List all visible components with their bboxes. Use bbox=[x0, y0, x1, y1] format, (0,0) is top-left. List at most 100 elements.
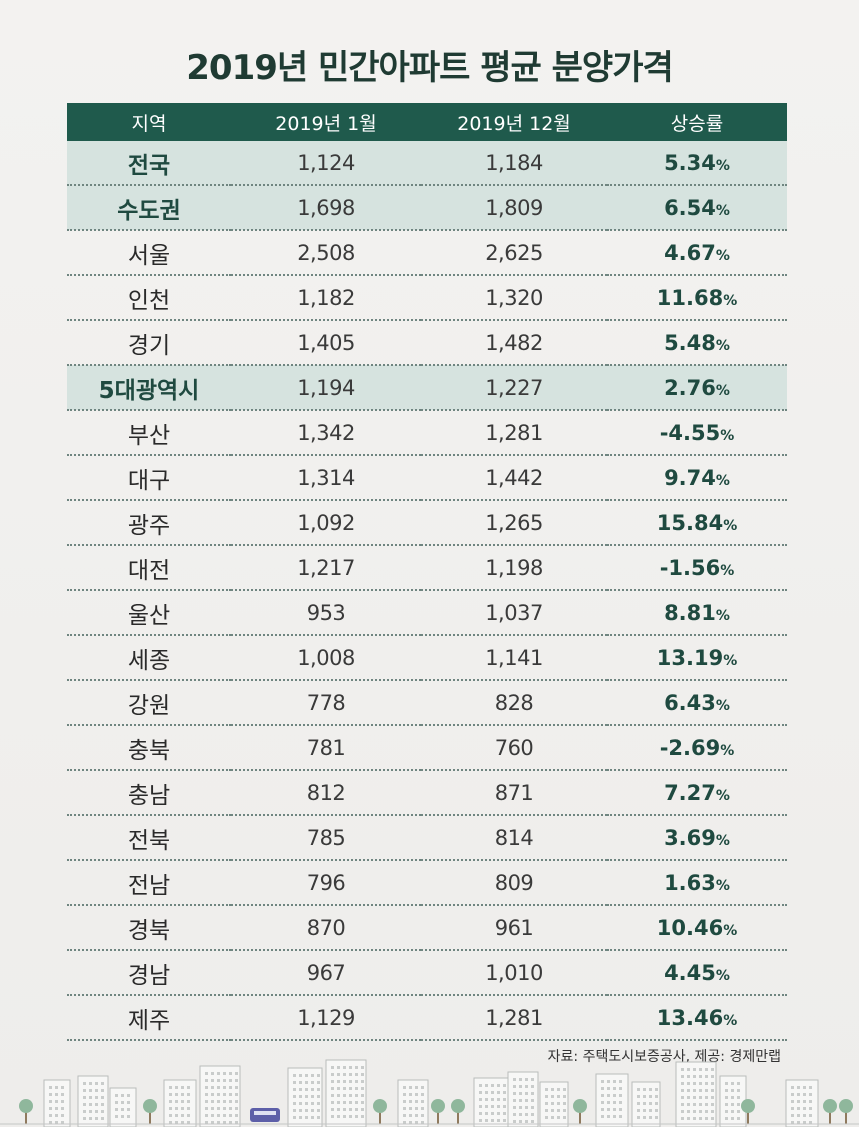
dec-price-cell: 1,198 bbox=[421, 545, 607, 591]
rate-value: 3.69 bbox=[664, 825, 716, 850]
region-cell: 광주 bbox=[67, 500, 231, 546]
jan-price-cell: 1,092 bbox=[231, 500, 421, 546]
dec-price-cell: 1,482 bbox=[421, 320, 607, 366]
dec-price-cell: 1,281 bbox=[421, 410, 607, 456]
table-row: 수도권 1,698 1,809 6.54% bbox=[67, 185, 787, 231]
rate-cell: 1.63% bbox=[607, 860, 787, 906]
rate-value: 13.19 bbox=[656, 645, 724, 670]
rate-value: 7.27 bbox=[664, 780, 716, 805]
rate-value: 5.48 bbox=[664, 330, 716, 355]
table-body: 전국 1,124 1,184 5.34% 수도권 1,698 1,809 6.54% 서울 2,5… bbox=[67, 141, 787, 1041]
tree-icon bbox=[437, 1110, 439, 1124]
tree-icon bbox=[149, 1110, 151, 1124]
dec-price-cell: 871 bbox=[421, 770, 607, 816]
percent-unit: % bbox=[715, 247, 730, 264]
table-row: 전남 796 809 1.63% bbox=[67, 860, 787, 906]
dec-price-cell: 1,184 bbox=[421, 141, 607, 186]
table-row: 전북 785 814 3.69% bbox=[67, 815, 787, 861]
jan-price-cell: 1,314 bbox=[231, 455, 421, 501]
percent-unit: % bbox=[715, 877, 730, 894]
percent-unit: % bbox=[715, 607, 730, 624]
dec-price-cell: 1,010 bbox=[421, 950, 607, 996]
tree-icon bbox=[457, 1110, 459, 1124]
jan-price-cell: 781 bbox=[231, 725, 421, 771]
table-row: 경남 967 1,010 4.45% bbox=[67, 950, 787, 996]
rate-value: 2.76 bbox=[664, 375, 716, 400]
rate-cell: 10.46% bbox=[607, 905, 787, 951]
dec-price-cell: 1,265 bbox=[421, 500, 607, 546]
region-cell: 전국 bbox=[67, 141, 231, 186]
jan-price-cell: 1,182 bbox=[231, 275, 421, 321]
table-row: 5대광역시 1,194 1,227 2.76% bbox=[67, 365, 787, 411]
region-cell: 대전 bbox=[67, 545, 231, 591]
table-header: 지역 2019년 1월 2019년 12월 상승률 bbox=[67, 103, 787, 141]
jan-price-cell: 1,194 bbox=[231, 365, 421, 411]
rate-cell: 9.74% bbox=[607, 455, 787, 501]
rate-value: 6.54 bbox=[664, 195, 716, 220]
page-title: 2019년 민간아파트 평균 분양가격 bbox=[186, 48, 674, 88]
rate-cell: -1.56% bbox=[607, 545, 787, 591]
jan-price-cell: 796 bbox=[231, 860, 421, 906]
rate-value: 1.63 bbox=[664, 870, 716, 895]
table-row: 세종 1,008 1,141 13.19% bbox=[67, 635, 787, 681]
rate-cell: 6.43% bbox=[607, 680, 787, 726]
table-row: 경북 870 961 10.46% bbox=[67, 905, 787, 951]
rate-cell: 5.34% bbox=[607, 141, 787, 186]
jan-price-cell: 870 bbox=[231, 905, 421, 951]
percent-unit: % bbox=[715, 832, 730, 849]
dec-price-cell: 1,281 bbox=[421, 995, 607, 1041]
jan-price-cell: 953 bbox=[231, 590, 421, 636]
tree-icon bbox=[579, 1110, 581, 1124]
rate-cell: 3.69% bbox=[607, 815, 787, 861]
percent-unit: % bbox=[715, 337, 730, 354]
percent-unit: % bbox=[723, 1012, 738, 1029]
rate-value: 13.46 bbox=[656, 1005, 724, 1030]
jan-price-cell: 812 bbox=[231, 770, 421, 816]
rate-cell: 13.19% bbox=[607, 635, 787, 681]
percent-unit: % bbox=[715, 382, 730, 399]
table-row: 제주 1,129 1,281 13.46% bbox=[67, 995, 787, 1041]
percent-unit: % bbox=[723, 652, 738, 669]
dec-price-cell: 828 bbox=[421, 680, 607, 726]
building-icon bbox=[199, 1065, 241, 1127]
rate-value: 10.46 bbox=[656, 915, 724, 940]
table-row: 전국 1,124 1,184 5.34% bbox=[67, 141, 787, 186]
rate-value: 5.34 bbox=[664, 150, 716, 175]
rate-value: 9.74 bbox=[664, 465, 716, 490]
dec-price-cell: 1,809 bbox=[421, 185, 607, 231]
tree-icon bbox=[829, 1110, 831, 1124]
table-row: 부산 1,342 1,281 -4.55% bbox=[67, 410, 787, 456]
rate-value: -4.55 bbox=[659, 420, 721, 445]
table-row: 충북 781 760 -2.69% bbox=[67, 725, 787, 771]
jan-price-cell: 1,124 bbox=[231, 141, 421, 186]
table-row: 대전 1,217 1,198 -1.56% bbox=[67, 545, 787, 591]
rate-cell: 6.54% bbox=[607, 185, 787, 231]
rate-cell: 4.67% bbox=[607, 230, 787, 276]
dec-price-cell: 1,227 bbox=[421, 365, 607, 411]
jan-price-cell: 1,217 bbox=[231, 545, 421, 591]
building-icon bbox=[163, 1079, 197, 1127]
percent-unit: % bbox=[715, 787, 730, 804]
jan-price-cell: 1,129 bbox=[231, 995, 421, 1041]
building-icon bbox=[109, 1087, 137, 1127]
region-cell: 세종 bbox=[67, 635, 231, 681]
table-row: 서울 2,508 2,625 4.67% bbox=[67, 230, 787, 276]
table-row: 인천 1,182 1,320 11.68% bbox=[67, 275, 787, 321]
percent-unit: % bbox=[715, 472, 730, 489]
dec-price-cell: 1,141 bbox=[421, 635, 607, 681]
rate-cell: 15.84% bbox=[607, 500, 787, 546]
building-icon bbox=[675, 1061, 717, 1127]
jan-price-cell: 778 bbox=[231, 680, 421, 726]
rate-cell: 8.81% bbox=[607, 590, 787, 636]
region-cell: 부산 bbox=[67, 410, 231, 456]
column-header-dec: 2019년 12월 bbox=[421, 103, 607, 141]
tree-icon bbox=[379, 1110, 381, 1124]
region-cell: 충남 bbox=[67, 770, 231, 816]
percent-unit: % bbox=[723, 517, 738, 534]
rate-value: -1.56 bbox=[659, 555, 721, 580]
dec-price-cell: 1,442 bbox=[421, 455, 607, 501]
region-cell: 경북 bbox=[67, 905, 231, 951]
percent-unit: % bbox=[720, 427, 735, 444]
dec-price-cell: 814 bbox=[421, 815, 607, 861]
building-icon bbox=[595, 1073, 629, 1127]
